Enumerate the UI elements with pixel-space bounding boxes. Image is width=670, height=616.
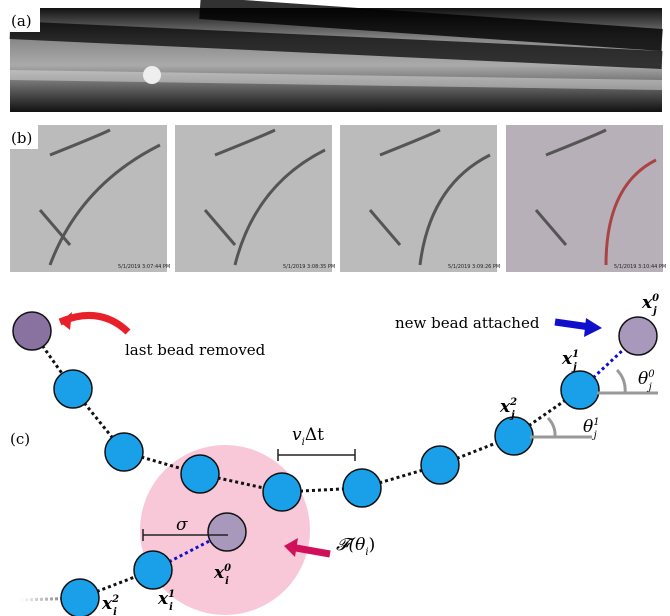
- math-label: θ1 j: [583, 417, 600, 441]
- panel-label: (c): [10, 430, 30, 448]
- panel-label: (a): [11, 12, 32, 30]
- math-label: θ0 j: [638, 369, 655, 393]
- bead: [133, 550, 173, 590]
- timestamp: 5/1/2019 3:08:35 PM: [283, 264, 335, 270]
- math-base: x: [213, 563, 225, 583]
- math-label: x1 j: [561, 349, 579, 373]
- math-base: x: [641, 293, 653, 313]
- panel-b-images: 5/1/2019 3:07:44 PM 5/1/2019 3:08:35 PM 5/…: [10, 125, 666, 272]
- math-sup: 2: [509, 397, 517, 408]
- math-sup: 1: [593, 417, 599, 428]
- math-sub: j: [647, 382, 652, 393]
- math-base: v: [292, 425, 302, 445]
- filament: [214, 128, 276, 157]
- math-base: 𝓕(θ: [336, 535, 365, 555]
- math-sup: 0: [648, 369, 655, 380]
- filament: [38, 209, 72, 246]
- timestamp: 5/1/2019 3:10:44 PM: [614, 264, 666, 270]
- math-sub: i: [169, 602, 173, 613]
- timestamp: 5/1/2019 3:07:44 PM: [118, 264, 170, 270]
- math-sub: i: [113, 607, 117, 616]
- bead: [494, 416, 534, 456]
- brackets: [142, 449, 356, 541]
- math-base: x: [499, 397, 511, 417]
- math-base: x: [561, 349, 573, 369]
- filament: [203, 209, 237, 246]
- bead: [342, 468, 382, 508]
- bead: [560, 370, 600, 410]
- filament: [48, 143, 161, 266]
- math-label: x2 j: [499, 397, 517, 421]
- math-base: θ: [638, 369, 648, 389]
- filament: [534, 209, 568, 246]
- math-base: x: [101, 594, 113, 614]
- bead: [53, 369, 93, 409]
- filament: [604, 158, 657, 266]
- bead: [618, 316, 658, 356]
- label-box: [10, 8, 40, 32]
- filament: [379, 128, 441, 157]
- filament: [545, 128, 607, 157]
- math-sup: 1: [168, 589, 175, 600]
- math-base: θ: [583, 417, 593, 437]
- math-sup: 1: [572, 349, 579, 360]
- filament: [368, 209, 402, 246]
- math-sup: 0: [224, 563, 231, 574]
- math-sub: i: [302, 437, 305, 448]
- math-base: x: [157, 589, 169, 609]
- math-sup: Δt: [305, 425, 324, 445]
- math-label: 𝓕(θi): [336, 535, 375, 558]
- bead: [262, 472, 302, 512]
- filament: [233, 148, 326, 266]
- arrow: [554, 318, 591, 331]
- bead: [60, 578, 100, 616]
- math-base: σ: [176, 515, 188, 535]
- math-sub: i: [365, 547, 368, 558]
- angle-marks: [530, 368, 658, 439]
- micrograph: [175, 125, 332, 272]
- arrow-head: [584, 318, 602, 337]
- arrow-head: [284, 538, 298, 557]
- panel-a-image: [9, 0, 663, 112]
- filament: [418, 153, 491, 266]
- bead: [207, 512, 247, 552]
- math-label: σ: [176, 515, 188, 535]
- math-sub: j: [571, 362, 577, 373]
- arrow-head: [60, 312, 72, 330]
- math-sup: ): [369, 535, 376, 555]
- filament: [49, 128, 111, 157]
- math-label: x1 i: [157, 589, 175, 613]
- timestamp: 5/1/2019 3:09:26 PM: [448, 264, 500, 270]
- math-label: x0 i: [213, 563, 231, 587]
- bead: [104, 432, 144, 472]
- math-sub: j: [592, 430, 597, 441]
- arrow: [295, 544, 331, 558]
- math-label: viΔt: [292, 425, 324, 448]
- bead-chain: [12, 311, 658, 616]
- math-sub: j: [509, 410, 515, 421]
- math-label: x0 j: [641, 293, 659, 317]
- micrograph: [340, 125, 497, 272]
- micrograph: [506, 125, 663, 272]
- annotation: new bead attached: [395, 314, 540, 332]
- math-sub: j: [651, 306, 657, 317]
- math-sub: i: [225, 576, 229, 587]
- math-sup: 2: [111, 594, 119, 605]
- bead: [180, 454, 220, 494]
- math-label: x2 i: [101, 594, 119, 616]
- math-sup: 0: [652, 293, 659, 304]
- bead: [12, 311, 52, 351]
- bead: [420, 445, 460, 485]
- label-box: [10, 125, 38, 149]
- annotation: last bead removed: [125, 341, 266, 359]
- panel-label: (b): [11, 129, 32, 147]
